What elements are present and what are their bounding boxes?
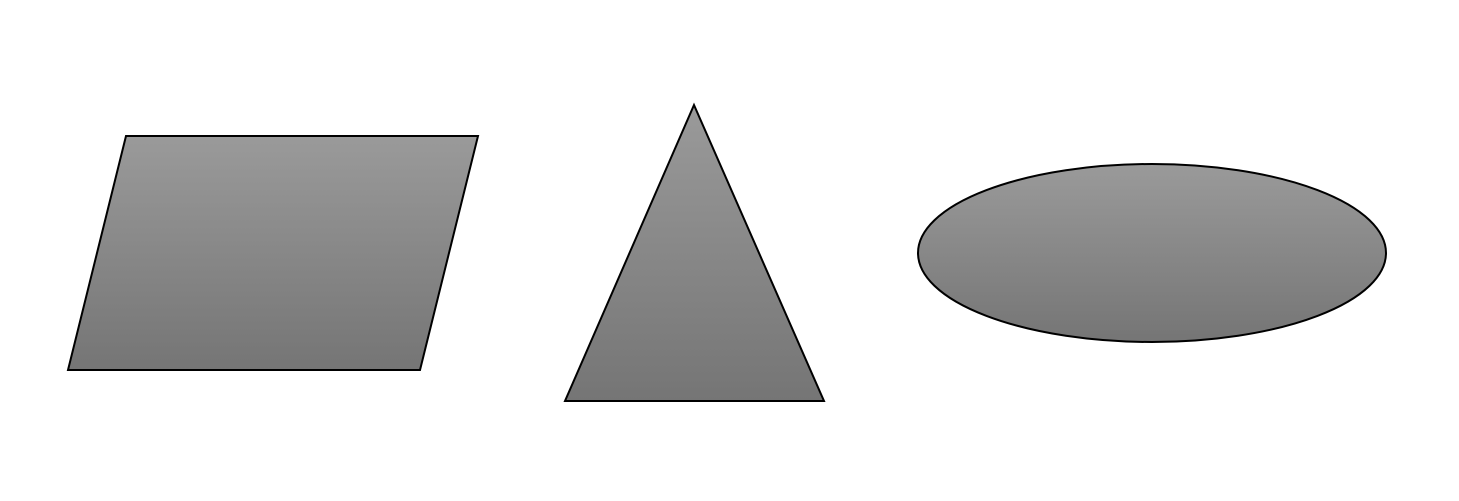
parallelogram-shape: [66, 135, 480, 371]
ellipse-shape: [917, 163, 1387, 343]
triangle-shape: [563, 102, 826, 402]
